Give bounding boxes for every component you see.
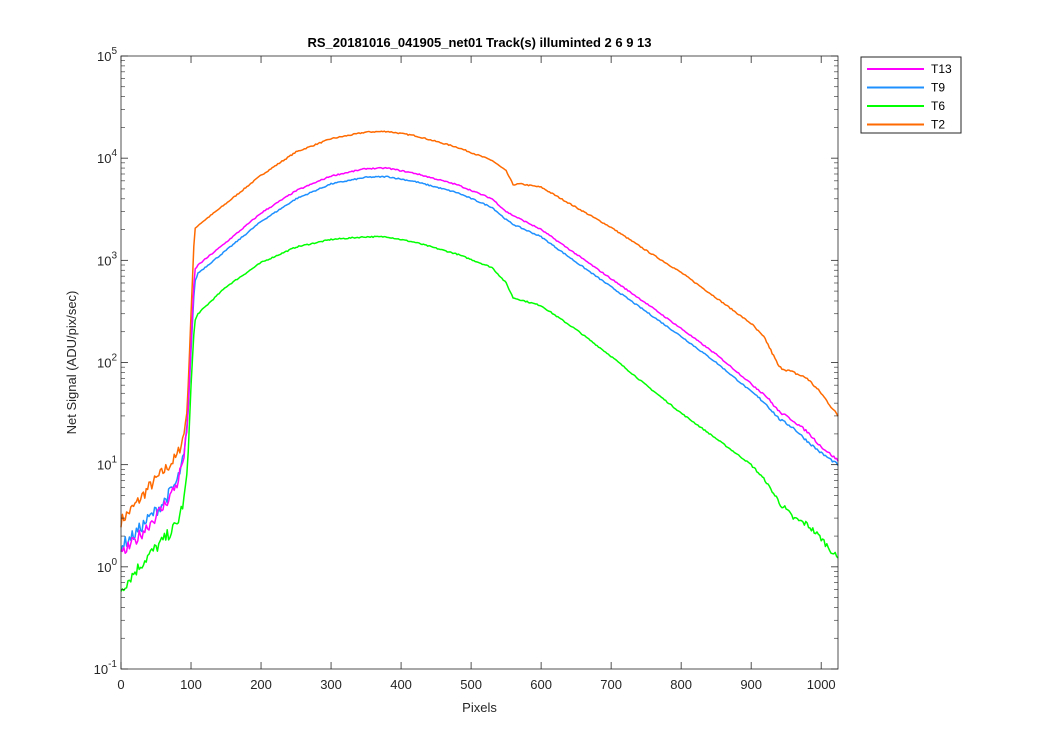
x-tick-label: 0 [117, 677, 124, 692]
legend: T13 T9 T6 T2 [860, 56, 962, 134]
x-tick-label: 300 [320, 677, 342, 692]
x-tick-label: 600 [530, 677, 552, 692]
x-tick-label: 500 [460, 677, 482, 692]
series-line-t2 [120, 130, 839, 528]
y-tick-label: 103 [97, 250, 117, 268]
chart-title: RS_20181016_041905_net01 Track(s) illumi… [308, 35, 652, 50]
legend-label-t9: T9 [931, 81, 945, 95]
y-tick-label: 105 [97, 46, 117, 64]
x-tick-label: 200 [250, 677, 272, 692]
y-tick-label: 104 [97, 148, 117, 166]
series-layer [120, 130, 839, 592]
y-tick-label: 100 [97, 557, 117, 575]
legend-label-t2: T2 [931, 118, 945, 132]
x-tick-label: 900 [740, 677, 762, 692]
plot-area [121, 56, 838, 669]
x-tick-label: 700 [600, 677, 622, 692]
ticks-layer [120, 55, 838, 670]
y-tick-labels: 10-1 100 101 102 103 104 105 [94, 46, 118, 677]
legend-label-t6: T6 [931, 99, 945, 113]
legend-label-t13: T13 [931, 62, 952, 76]
series-line-t9 [120, 175, 839, 552]
y-tick-label: 101 [97, 455, 117, 473]
x-tick-label: 800 [670, 677, 692, 692]
x-tick-label: 1000 [807, 677, 836, 692]
series-line-t13 [120, 166, 839, 554]
x-tick-label: 100 [180, 677, 202, 692]
y-tick-label: 102 [97, 353, 117, 371]
x-tick-labels: 0 100 200 300 400 500 600 700 800 900 1000 [117, 677, 835, 692]
x-tick-label: 400 [390, 677, 412, 692]
y-tick-label: 10-1 [94, 659, 118, 677]
y-axis-label: Net Signal (ADU/pix/sec) [64, 291, 79, 435]
x-axis-label: Pixels [462, 700, 497, 715]
series-line-t6 [120, 235, 839, 592]
